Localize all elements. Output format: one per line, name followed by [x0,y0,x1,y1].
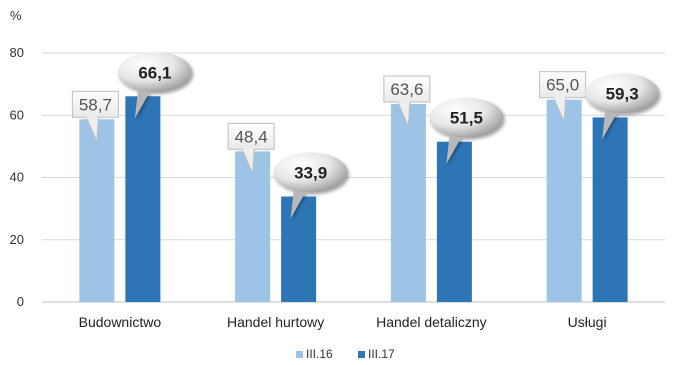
y-axis-unit: % [10,8,22,23]
data-label-iii-17-handel-detaliczny: 51,5 [429,97,504,164]
bar-iii-16-handel-detaliczny [390,104,426,302]
svg-text:51,5: 51,5 [450,109,483,128]
legend-swatch [358,351,365,358]
legend: III.16 III.17 [296,347,395,361]
bar-iii-16-budownictwo [79,119,115,302]
bar-iii-17-handel-hurtowy [281,196,317,302]
legend-swatch [296,351,303,358]
x-tick-label: Handel detaliczny [376,314,487,330]
data-label-iii-17-uslugi: 59,3 [585,73,660,140]
svg-text:33,9: 33,9 [294,163,327,182]
bar-iii-17-uslugi [592,117,628,303]
y-tick-label: 0 [17,294,24,309]
data-label-iii-16-budownictwo: 58,7 [71,90,119,142]
y-tick-label: 80 [10,45,24,60]
svg-text:58,7: 58,7 [79,95,112,114]
bar-iii-17-budownictwo [125,96,161,302]
x-tick-label: Handel hurtowy [227,314,324,330]
legend-item-iii-17: III.17 [358,347,395,361]
legend-label: III.16 [306,347,333,361]
legend-item-iii-16: III.16 [296,347,333,361]
x-tick-label: Budownictwo [79,314,162,330]
y-tick-label: 40 [10,170,24,185]
svg-text:66,1: 66,1 [138,63,171,82]
bar-iii-16-handel-hurtowy [235,151,271,302]
data-label-iii-17-budownictwo: 66,1 [117,52,192,119]
y-tick-label: 20 [10,232,24,247]
data-label-iii-16-handel-detaliczny: 63,6 [383,75,431,127]
svg-text:63,6: 63,6 [390,80,423,99]
svg-text:48,4: 48,4 [235,127,268,146]
svg-text:65,0: 65,0 [546,76,579,95]
legend-label: III.17 [368,347,395,361]
data-label-iii-16-uslugi: 65,0 [539,71,587,122]
data-label-iii-16-handel-hurtowy: 48,4 [227,122,275,174]
x-tick-label: Usługi [568,314,607,330]
bar-iii-17-handel-detaliczny [436,141,472,302]
svg-text:59,3: 59,3 [606,84,639,103]
y-tick-label: 60 [10,107,24,122]
bar-iii-16-uslugi [546,99,582,302]
data-label-iii-17-handel-hurtowy: 33,9 [273,152,348,219]
